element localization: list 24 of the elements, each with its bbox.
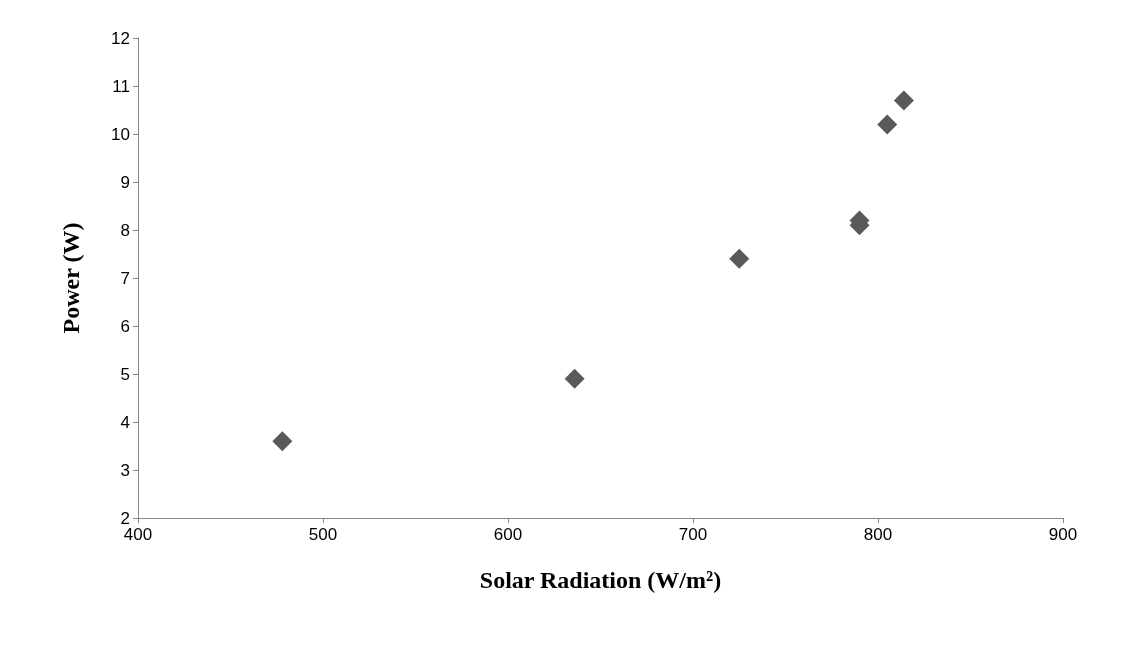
y-tick-label: 9: [120, 172, 130, 192]
y-tick-label: 2: [120, 508, 130, 528]
x-tick-label: 800: [863, 525, 893, 544]
x-tick-label: 600: [493, 525, 523, 544]
y-tick-label: 3: [120, 460, 130, 480]
y-tick-label: 11: [112, 76, 130, 96]
y-tick-label: 5: [120, 364, 130, 384]
point: [893, 90, 914, 111]
x-tick-label: 900: [1048, 525, 1078, 544]
x-tick-label: 400: [123, 525, 153, 544]
point: [877, 114, 898, 135]
y-tick-label: 12: [111, 28, 130, 48]
y-tick-label: 8: [120, 220, 130, 240]
y-tick-label: 10: [111, 124, 130, 144]
x-tick-label: 500: [308, 525, 338, 544]
y-tick-label: 6: [120, 316, 130, 336]
y-tick-label: 7: [120, 268, 130, 288]
y-axis-title: Power (W): [58, 222, 84, 334]
x-axis-title: Solar Radiation (W/m²): [479, 567, 722, 593]
point: [272, 431, 293, 452]
point: [564, 368, 585, 389]
point: [729, 248, 750, 269]
y-tick-label: 4: [120, 412, 130, 432]
x-tick-label: 700: [678, 525, 708, 544]
